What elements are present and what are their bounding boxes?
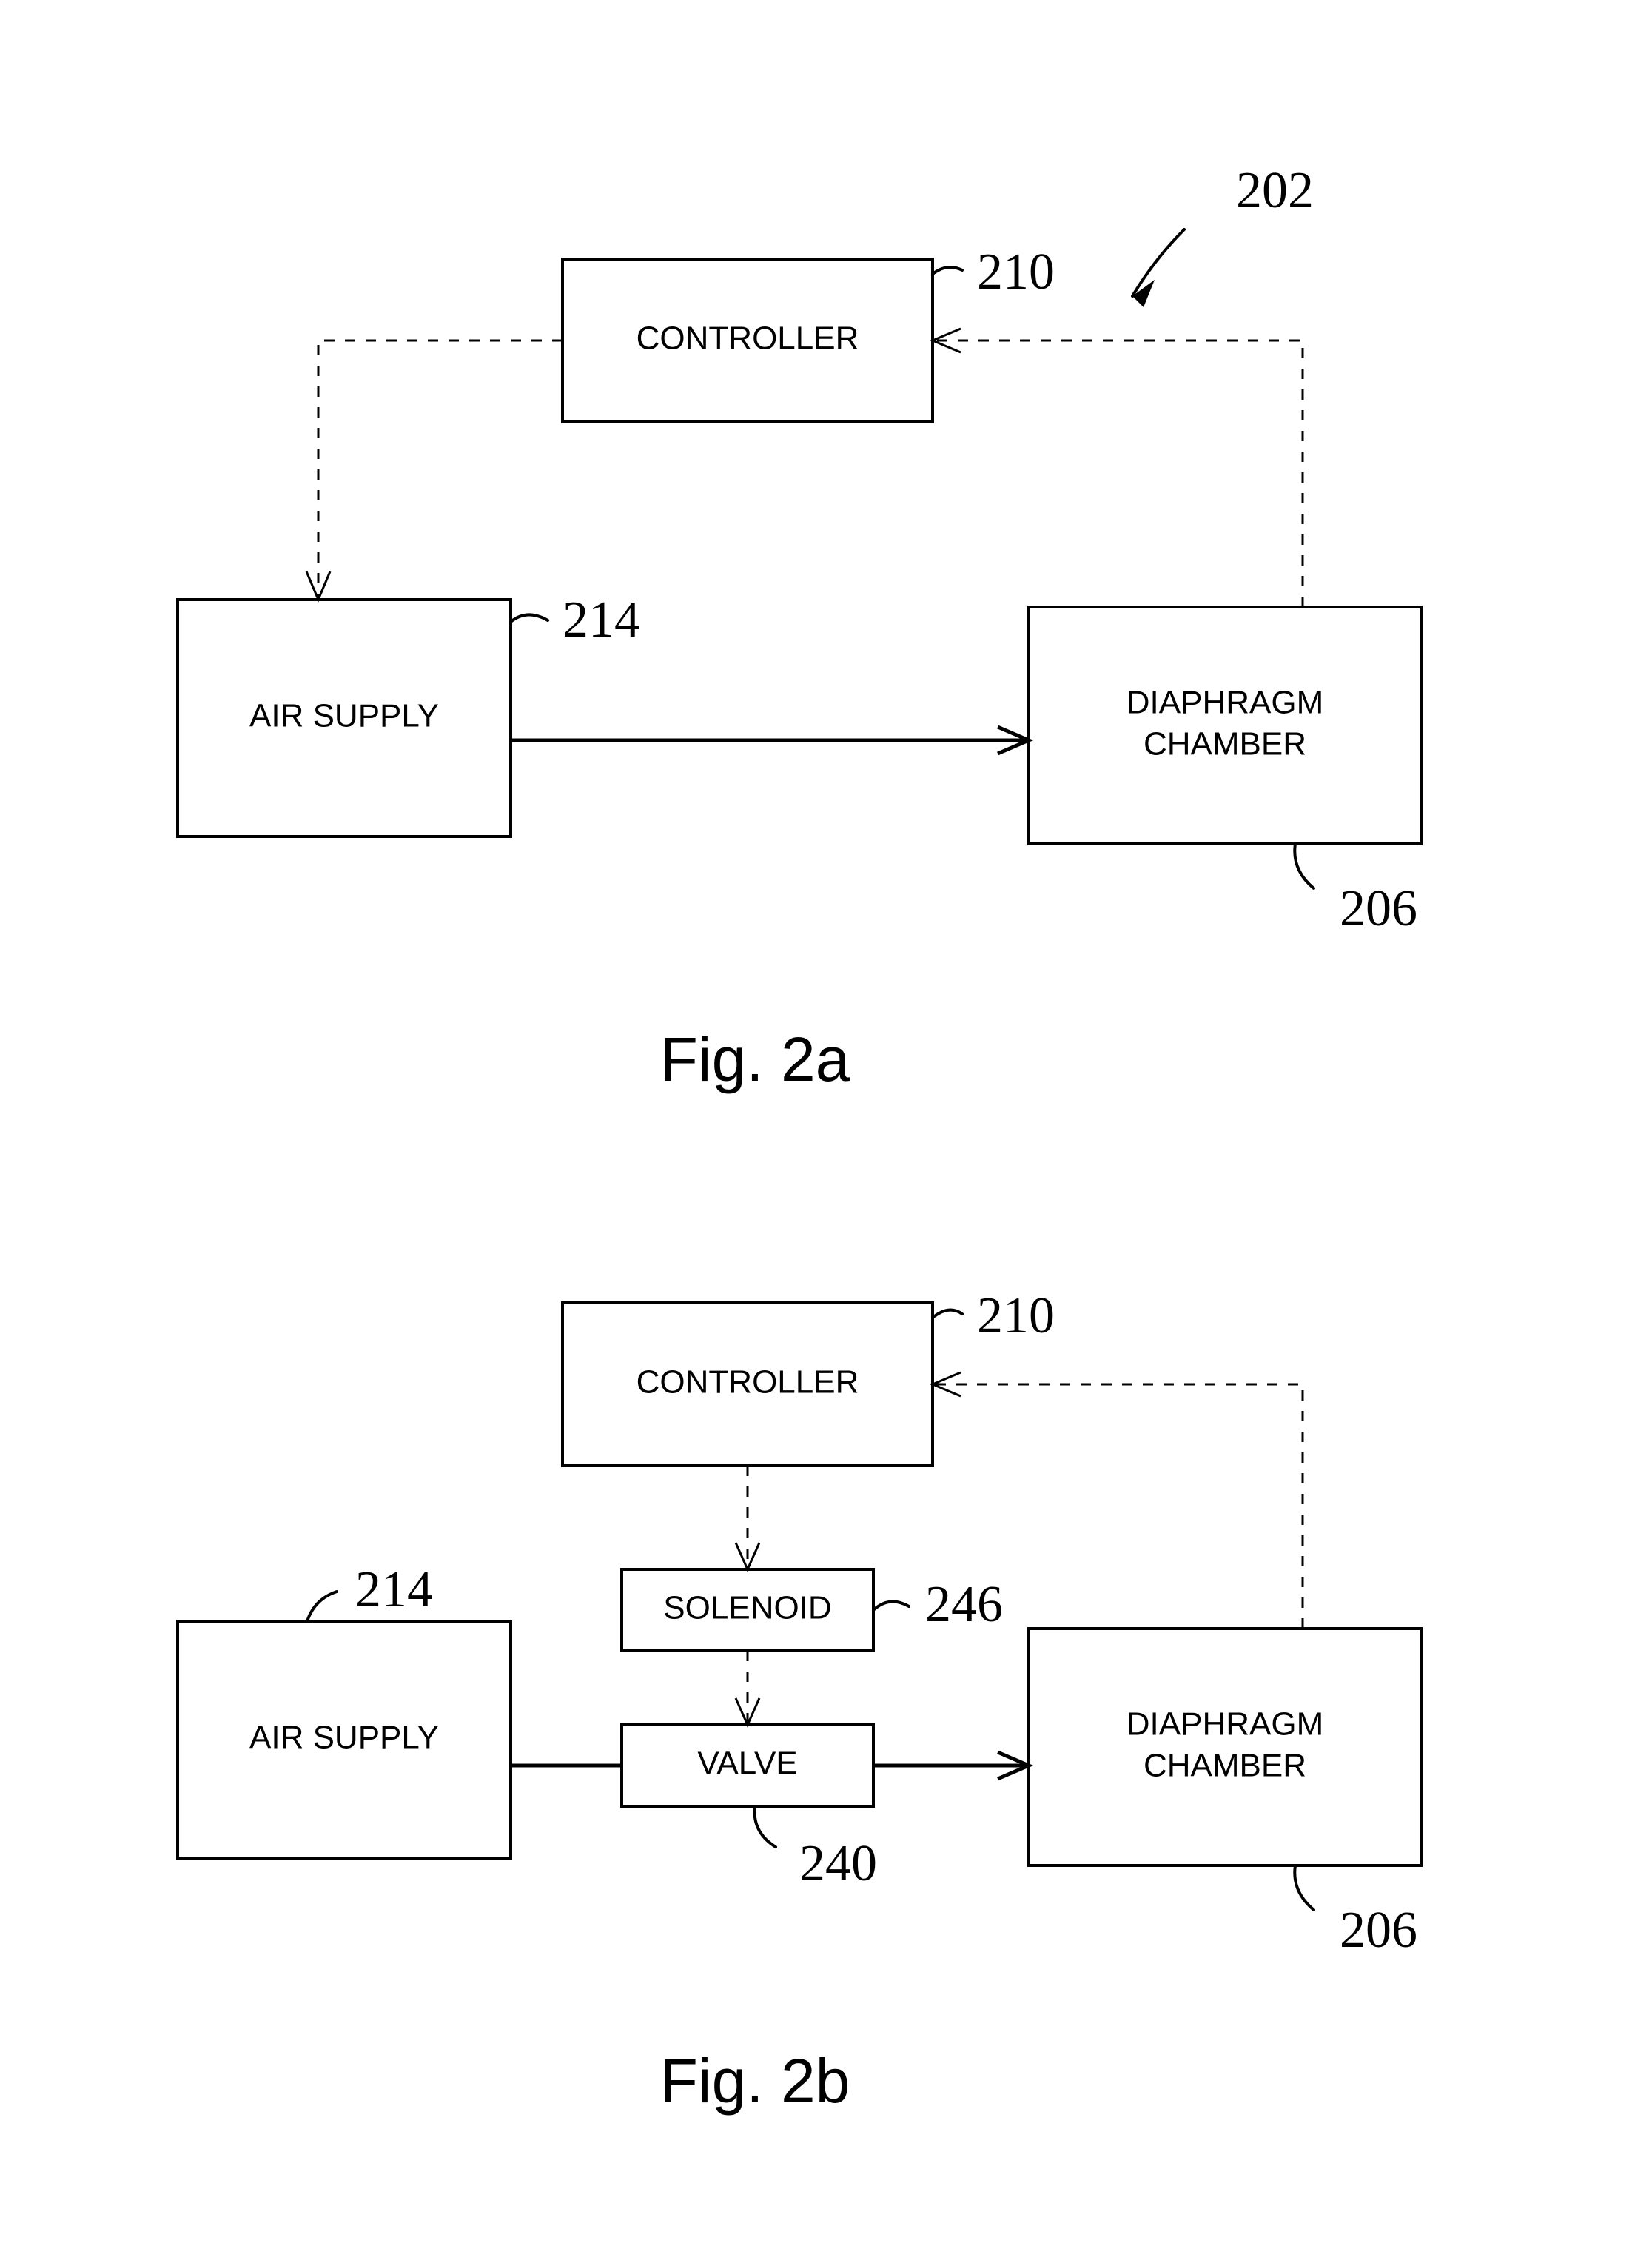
fig2a-overall-ref-label: 202 xyxy=(1236,162,1314,219)
fig2a-diaphragm-label-2: CHAMBER xyxy=(1144,726,1306,762)
fig2a-caption: Fig. 2a xyxy=(660,1025,850,1094)
fig2a-overall-ref-head xyxy=(1132,280,1155,307)
fig2b-caption: Fig. 2b xyxy=(660,2046,850,2116)
fig2a-arrow-controller-to-air xyxy=(318,341,563,600)
fig2a-air-supply-ref-leader xyxy=(511,614,548,622)
fig2a-diaphragm-ref-label: 206 xyxy=(1340,880,1417,937)
fig2b-valve-ref-label: 240 xyxy=(799,1835,877,1892)
fig2b-diaphragm-ref-label: 206 xyxy=(1340,1902,1417,1959)
fig2b-air-supply-ref-leader xyxy=(307,1592,337,1621)
fig2a-arrow-diaphragm-to-controller xyxy=(933,341,1303,607)
fig2a-controller-ref-label: 210 xyxy=(977,244,1055,301)
fig2b-valve-label: VALVE xyxy=(697,1746,797,1782)
fig2b-controller-ref-label: 210 xyxy=(977,1287,1055,1344)
fig2b-valve-ref-leader xyxy=(755,1806,776,1847)
fig2b-solenoid-label: SOLENOID xyxy=(663,1590,831,1626)
fig2b-controller-ref-leader xyxy=(933,1310,962,1318)
fig2b-diaphragm-label-2: CHAMBER xyxy=(1144,1748,1306,1784)
fig2a-diaphragm-label-1: DIAPHRAGM xyxy=(1126,685,1323,721)
fig2b-controller-label: CONTROLLER xyxy=(637,1364,859,1401)
fig2a-diaphragm-ref-leader xyxy=(1295,844,1314,888)
fig2b-solenoid-ref-label: 246 xyxy=(925,1576,1003,1633)
fig2a-controller-label: CONTROLLER xyxy=(637,321,859,357)
fig2a-air-supply-ref-label: 214 xyxy=(563,591,640,648)
fig2b-air-supply-ref-label: 214 xyxy=(355,1561,433,1618)
fig2b-air-supply-label: AIR SUPPLY xyxy=(249,1720,439,1756)
fig2b-diaphragm-ref-leader xyxy=(1295,1865,1314,1910)
fig2b-diaphragm-label-1: DIAPHRAGM xyxy=(1126,1706,1323,1743)
fig2b-solenoid-ref-leader xyxy=(873,1602,909,1610)
fig2a-overall-ref-shaft xyxy=(1132,229,1184,296)
fig2a-air-supply-label: AIR SUPPLY xyxy=(249,698,439,734)
fig2a-controller-ref-leader xyxy=(933,267,962,274)
